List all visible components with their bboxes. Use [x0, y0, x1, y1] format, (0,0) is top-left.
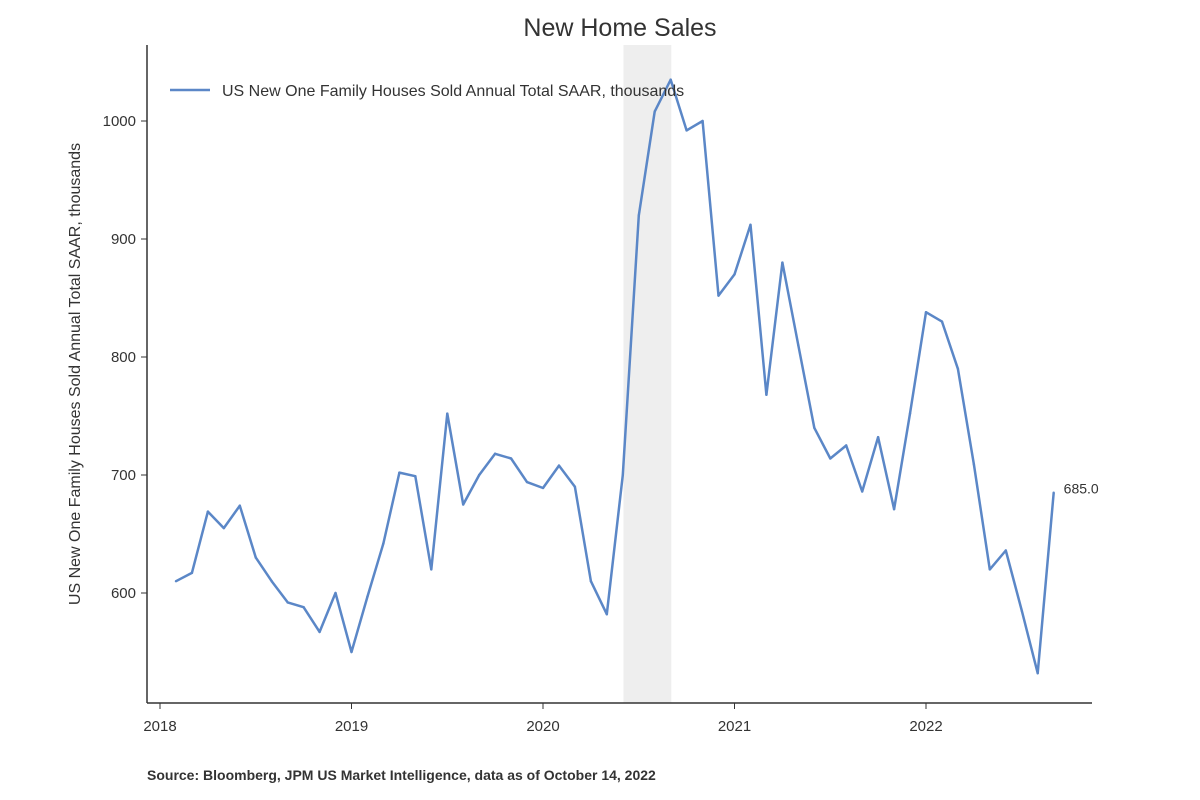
- data-point: [813, 426, 816, 429]
- data-point: [940, 320, 944, 323]
- y-tick-label: 800: [111, 349, 136, 366]
- data-point: [477, 473, 481, 477]
- data-point: [876, 436, 880, 439]
- data-point: [653, 110, 656, 113]
- data-point: [733, 273, 736, 276]
- data-point: [238, 504, 241, 507]
- data-point: [270, 580, 273, 583]
- y-tick-label: 600: [111, 585, 136, 602]
- data-point: [892, 508, 896, 511]
- data-point: [350, 650, 353, 654]
- data-point: [908, 412, 912, 415]
- y-tick-label: 1000: [103, 113, 136, 130]
- last-value-label: 685.0: [1064, 481, 1099, 497]
- data-point: [446, 412, 449, 415]
- data-point: [701, 119, 704, 123]
- data-point: [557, 464, 561, 467]
- x-tick-label: 2022: [909, 718, 942, 735]
- data-point: [366, 595, 369, 598]
- data-point: [717, 294, 720, 297]
- data-point: [781, 261, 784, 264]
- source-note: Source: Bloomberg, JPM US Market Intelli…: [147, 767, 656, 783]
- data-point: [621, 473, 624, 477]
- data-point: [1004, 549, 1007, 552]
- data-point: [541, 486, 545, 490]
- data-point: [222, 526, 226, 530]
- data-point: [462, 503, 465, 506]
- x-tick-label: 2018: [143, 718, 176, 735]
- data-point: [318, 630, 321, 634]
- data-point: [637, 214, 640, 217]
- x-tick-label: 2021: [718, 718, 751, 735]
- data-point: [829, 457, 832, 460]
- shaded-region: [623, 45, 672, 703]
- data-point: [286, 601, 289, 604]
- x-tick-label: 2020: [526, 718, 559, 735]
- data-point: [605, 613, 609, 616]
- data-point: [589, 580, 593, 583]
- data-point: [525, 480, 529, 484]
- data-point: [972, 463, 976, 466]
- data-point: [1036, 672, 1039, 675]
- data-point: [382, 542, 385, 545]
- x-tick-label: 2019: [335, 718, 368, 735]
- data-point: [956, 367, 960, 370]
- data-point: [334, 591, 337, 595]
- y-tick-label: 700: [111, 467, 136, 484]
- data-point: [302, 605, 305, 609]
- data-point: [206, 510, 210, 513]
- data-point: [860, 490, 864, 493]
- data-point: [493, 452, 497, 455]
- data-point: [845, 444, 848, 447]
- data-point: [765, 393, 768, 396]
- data-point: [414, 474, 417, 478]
- data-point: [254, 556, 257, 559]
- data-point: [685, 129, 688, 132]
- data-point: [398, 471, 401, 474]
- data-point: [797, 344, 800, 347]
- data-point: [430, 568, 433, 571]
- data-point: [190, 571, 194, 575]
- y-tick-label: 900: [111, 231, 136, 248]
- legend-label: US New One Family Houses Sold Annual Tot…: [222, 83, 684, 100]
- data-point: [509, 457, 513, 460]
- chart-title: New Home Sales: [523, 14, 716, 42]
- data-point: [669, 78, 672, 81]
- data-point: [749, 223, 752, 227]
- data-point: [573, 485, 577, 488]
- data-point: [924, 310, 928, 314]
- data-point: [1020, 609, 1023, 612]
- data-point: [1052, 491, 1055, 494]
- data-point: [174, 580, 178, 583]
- series-line: [175, 78, 1055, 675]
- legend: US New One Family Houses Sold Annual Tot…: [170, 83, 684, 100]
- y-axis-label: US New One Family Houses Sold Annual Tot…: [67, 143, 84, 605]
- data-point: [988, 568, 992, 571]
